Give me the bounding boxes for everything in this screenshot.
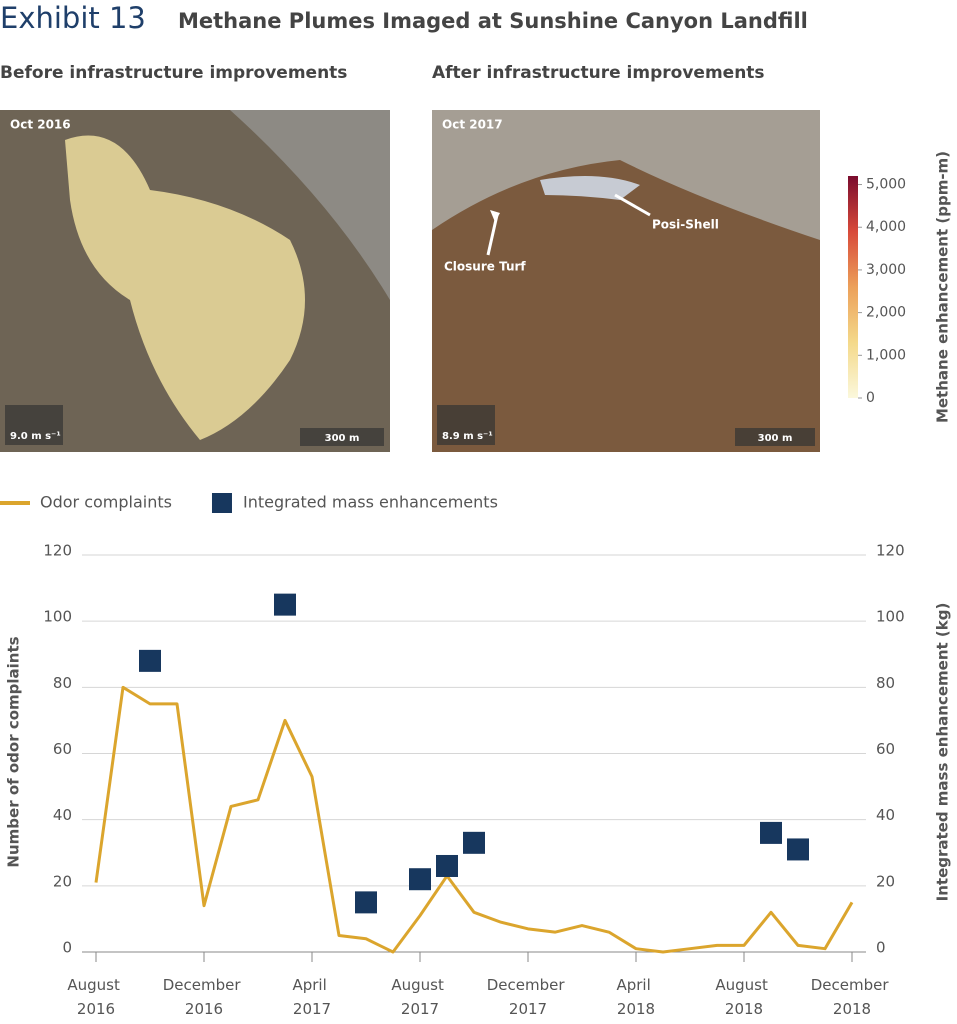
marker — [436, 854, 458, 877]
legend-label: Odor complaints — [40, 493, 172, 512]
x-tick-label: December 2017 — [487, 976, 570, 1018]
image-date: Oct 2016 — [10, 118, 71, 132]
y2-tick-label: 120 — [876, 542, 905, 560]
satellite-image: Oct 2017 8.9 m s⁻¹ 300 m Closure Turf Po… — [432, 110, 820, 452]
y-tick-label: 20 — [53, 872, 72, 890]
annotation: Posi-Shell — [652, 218, 719, 232]
scale-bar: 300 m — [758, 433, 793, 444]
image-heading: Before infrastructure improvements — [0, 63, 347, 83]
x-tick-label: December 2016 — [163, 976, 246, 1018]
y2-tick-label: 40 — [876, 806, 895, 824]
x-tick-label: August 2018 — [715, 976, 772, 1018]
y2-tick-label: 100 — [876, 608, 905, 626]
colorbar-tick-label: 1,000 — [866, 347, 906, 363]
legend-swatch — [211, 493, 232, 513]
wind-speed: 8.9 m s⁻¹ — [442, 431, 493, 442]
y2-axis-label: Integrated mass enhancement (kg) — [934, 603, 952, 902]
y-tick-label: 0 — [62, 939, 72, 957]
colorbar-tick-label: 5,000 — [866, 177, 906, 193]
y2-tick-label: 0 — [876, 939, 886, 957]
line-series — [94, 685, 854, 954]
y-tick-label: 40 — [53, 806, 72, 824]
colorbar — [848, 176, 858, 398]
y2-tick-label: 60 — [876, 740, 895, 758]
arrow — [614, 193, 651, 217]
wind-speed: 9.0 m s⁻¹ — [10, 431, 61, 442]
x-tick-label: August 2016 — [67, 976, 124, 1018]
y-axis-label: Number of odor complaints — [5, 636, 23, 867]
x-tick-label: December 2018 — [811, 976, 894, 1018]
exhibit-number: Exhibit 13 — [0, 1, 146, 35]
satellite-image: Oct 2016 9.0 m s⁻¹ 300 m — [0, 110, 390, 452]
marker — [463, 831, 485, 854]
marker — [409, 868, 431, 891]
exhibit-title: Methane Plumes Imaged at Sunshine Canyon… — [178, 9, 808, 33]
arrow — [486, 214, 499, 256]
colorbar-label: Methane enhancement (ppm-m) — [934, 151, 952, 423]
y2-tick-label: 20 — [876, 872, 895, 890]
x-tick-label: April 2018 — [616, 976, 655, 1018]
colorbar-tick-label: 3,000 — [866, 262, 906, 278]
scale-bar: 300 m — [325, 433, 360, 444]
y-tick-label: 120 — [43, 542, 72, 560]
marker — [139, 649, 161, 672]
y2-tick-label: 80 — [876, 674, 895, 692]
marker — [274, 593, 296, 616]
colorbar-tick-label: 0 — [866, 390, 875, 406]
y-tick-label: 60 — [53, 740, 72, 758]
x-tick-label: April 2017 — [292, 976, 331, 1018]
annotation: Closure Turf — [444, 260, 526, 274]
y-tick-label: 80 — [53, 674, 72, 692]
x-tick-label: August 2017 — [391, 976, 448, 1018]
image-heading: After infrastructure improvements — [432, 63, 765, 83]
colorbar-tick-label: 2,000 — [866, 305, 906, 321]
y-tick-label: 100 — [43, 608, 72, 626]
legend-label: Integrated mass enhancements — [243, 493, 498, 512]
marker — [787, 838, 809, 861]
marker — [760, 821, 782, 844]
marker — [355, 891, 377, 914]
colorbar-tick-label: 4,000 — [866, 219, 906, 235]
image-date: Oct 2017 — [442, 118, 503, 132]
